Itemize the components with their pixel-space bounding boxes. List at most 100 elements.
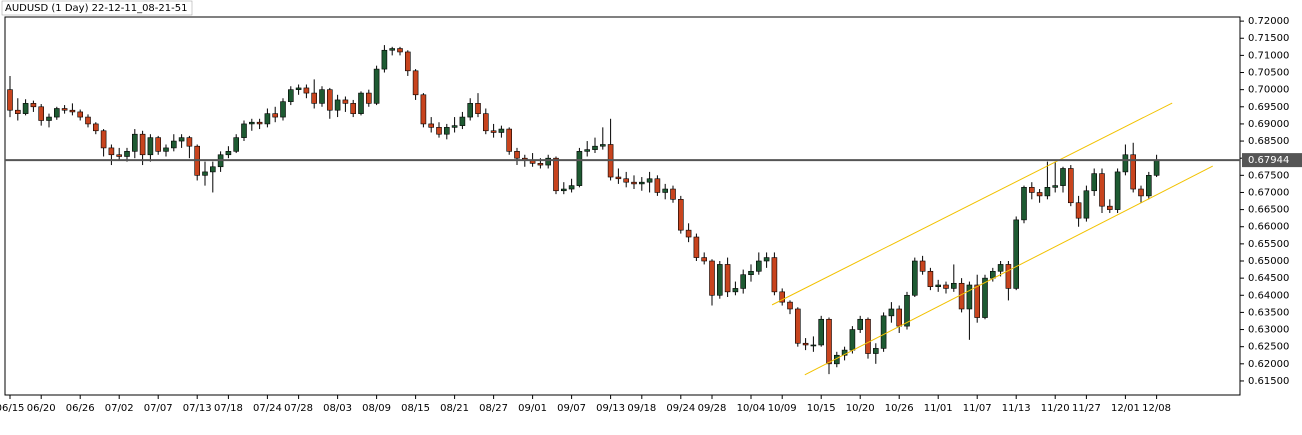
x-tick-label: 09/01 [518,403,547,414]
candle-body [880,315,887,349]
candle-body [638,181,645,185]
candle-body [997,264,1004,272]
candle-body [412,70,419,96]
candle-body [436,127,442,135]
x-tick-label: 11/20 [1041,403,1070,414]
candle-body [1107,205,1113,210]
candle-body [303,87,310,94]
chart-title: AUDUSD (1 Day) 22-12-11_08-21-51 [5,3,187,14]
candle-body [1091,173,1097,192]
x-tick-label: 12/08 [1142,403,1171,414]
candle-body [506,128,513,152]
candle-body [295,87,302,90]
candle-body [256,121,263,125]
x-tick-label: 08/21 [440,403,469,414]
x-tick-label: 10/15 [807,403,836,414]
candle-body [958,282,965,310]
x-tick-label: 11/13 [1002,403,1031,414]
y-tick-label: 0.63000 [1248,325,1289,336]
candle-body [1099,173,1105,207]
candle-body [763,257,770,262]
candle-body [30,103,37,108]
price-label: 0.67944 [1248,155,1289,166]
candle-body [249,121,255,125]
candle-body [911,260,918,296]
x-tick-label: 07/02 [105,403,134,414]
candle-body [225,151,232,156]
y-tick-label: 0.71000 [1248,50,1289,61]
x-tick-label: 08/03 [323,403,352,414]
candle-body [1153,159,1160,176]
candle-body [350,103,357,114]
x-tick-label: 07/18 [214,403,243,414]
candle-body [646,178,653,183]
candle-body [677,199,684,231]
candle-body [116,154,122,157]
x-tick-label: 12/01 [1111,403,1140,414]
x-tick-label: 10/20 [846,403,875,414]
candle-body [545,157,552,166]
candle-body [670,188,676,200]
candle-body [171,140,177,149]
candle-body [1060,168,1066,186]
candle-body [654,178,661,193]
x-tick-label: 06/15 [0,403,24,414]
candle-body [662,188,669,193]
candle-body [373,68,380,104]
candle-body [514,151,520,159]
candle-body [974,284,981,318]
x-tick-label: 07/07 [144,403,173,414]
candle-body [93,123,99,132]
candle-body [1029,187,1035,193]
y-tick-label: 0.62500 [1248,342,1289,353]
candle-body [919,260,926,272]
y-tick-label: 0.64000 [1248,290,1289,301]
candle-body [467,103,474,118]
candle-body [38,106,45,121]
candle-body [1068,168,1074,204]
candle-body [53,108,60,118]
candle-body [865,318,871,354]
candle-body [404,51,411,72]
y-tick-label: 0.63500 [1248,307,1289,318]
candle-body [1114,171,1121,210]
candle-body [592,145,598,150]
candle-body [888,308,895,317]
candle-body [787,301,793,310]
candle-body [381,49,388,70]
candle-body [802,342,809,346]
candle-body [553,157,559,192]
candle-body [326,89,333,111]
candle-body [202,171,208,176]
candle-body [701,257,708,262]
y-tick-label: 0.67000 [1248,187,1289,198]
y-tick-label: 0.66000 [1248,222,1289,233]
candle-body [615,176,622,180]
candle-body [568,185,575,190]
candle-body [1138,188,1144,197]
candle-body [1075,202,1082,219]
candle-body [139,133,146,156]
candle-body [685,229,692,238]
candle-body [943,284,949,289]
candle-body [1122,154,1129,173]
candle-body [342,99,349,104]
x-tick-label: 09/24 [666,403,695,414]
candle-body [716,264,723,296]
candle-body [1005,264,1012,289]
y-tick-label: 0.71500 [1248,33,1289,44]
candle-body [935,284,942,288]
x-tick-label: 08/27 [479,403,508,414]
y-tick-label: 0.64500 [1248,273,1289,284]
trendline [804,165,1213,376]
candle-body [872,348,879,354]
y-tick-label: 0.68500 [1248,136,1289,147]
candle-body [178,137,185,142]
x-tick-label: 11/27 [1072,403,1101,414]
candle-body [163,147,169,152]
candle-body [241,123,247,138]
candle-body [100,130,107,149]
y-tick-label: 0.72000 [1248,16,1289,27]
candle-body [818,318,825,346]
y-tick-label: 0.70000 [1248,85,1289,96]
